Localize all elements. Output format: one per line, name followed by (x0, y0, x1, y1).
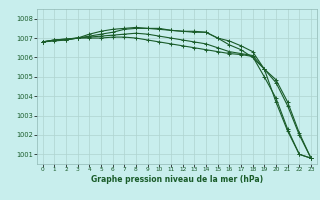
X-axis label: Graphe pression niveau de la mer (hPa): Graphe pression niveau de la mer (hPa) (91, 175, 263, 184)
